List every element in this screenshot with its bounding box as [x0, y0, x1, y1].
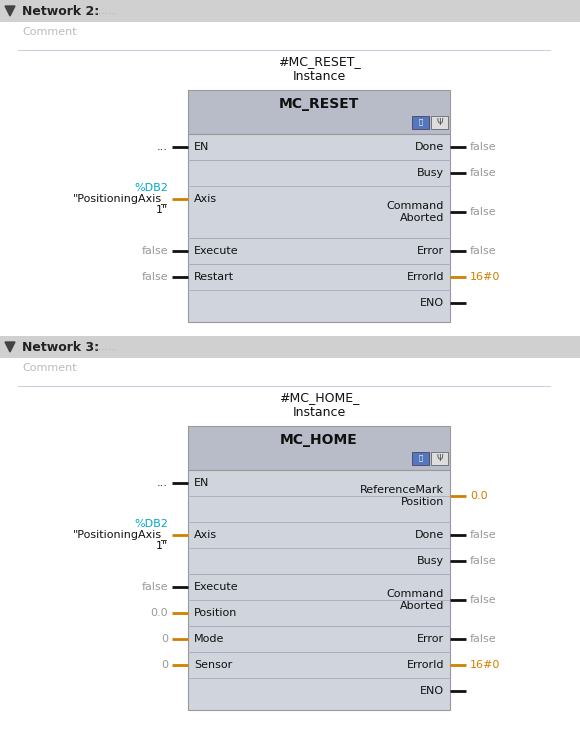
Text: Done: Done — [415, 142, 444, 152]
Text: Restart: Restart — [194, 272, 234, 282]
Text: false: false — [470, 246, 496, 256]
Text: false: false — [142, 272, 168, 282]
Text: ErrorId: ErrorId — [407, 272, 444, 282]
Text: Ψ: Ψ — [437, 453, 443, 462]
Text: #MC_RESET_: #MC_RESET_ — [278, 55, 360, 69]
Text: Network 3:: Network 3: — [22, 340, 99, 354]
Bar — [0, 22, 580, 52]
Bar — [0, 0, 580, 22]
Text: 0.0: 0.0 — [470, 491, 488, 501]
Text: Mode: Mode — [194, 634, 224, 644]
Text: false: false — [470, 168, 496, 178]
Text: Instance: Instance — [292, 70, 346, 82]
Bar — [412, 116, 429, 129]
Text: false: false — [470, 207, 496, 217]
Text: Comment: Comment — [22, 27, 77, 37]
Text: ......: ...... — [95, 342, 117, 352]
Text: Axis: Axis — [194, 194, 217, 204]
Bar — [0, 358, 580, 388]
Text: ENO: ENO — [420, 686, 444, 696]
Text: "PositioningAxis_: "PositioningAxis_ — [73, 530, 168, 541]
Text: Error: Error — [417, 246, 444, 256]
Polygon shape — [5, 6, 15, 16]
Text: MC_HOME: MC_HOME — [280, 433, 358, 447]
Text: MC_RESET: MC_RESET — [279, 97, 359, 111]
Text: Ψ: Ψ — [437, 117, 443, 126]
Bar — [412, 452, 429, 465]
Text: false: false — [470, 634, 496, 644]
Text: EN: EN — [194, 478, 209, 488]
Text: 0: 0 — [161, 660, 168, 670]
Text: Busy: Busy — [417, 168, 444, 178]
Bar — [188, 134, 450, 322]
Bar — [188, 470, 450, 710]
Text: EN: EN — [194, 142, 209, 152]
Bar — [431, 116, 448, 129]
Text: Comment: Comment — [22, 363, 77, 373]
Text: Execute: Execute — [194, 246, 238, 256]
Text: 16#0: 16#0 — [470, 272, 501, 282]
Text: Position: Position — [194, 608, 237, 618]
Text: Error: Error — [417, 634, 444, 644]
Text: Instance: Instance — [292, 405, 346, 418]
Bar — [188, 90, 450, 134]
Text: Command
Aborted: Command Aborted — [387, 201, 444, 223]
Text: %DB2: %DB2 — [134, 519, 168, 529]
Text: Axis: Axis — [194, 530, 217, 540]
Text: false: false — [142, 582, 168, 592]
Bar — [431, 452, 448, 465]
Text: Sensor: Sensor — [194, 660, 232, 670]
Text: Command
Aborted: Command Aborted — [387, 589, 444, 611]
Text: false: false — [142, 246, 168, 256]
Text: ...: ... — [157, 142, 168, 152]
Bar — [188, 426, 450, 470]
Text: ⚿: ⚿ — [419, 119, 423, 126]
Text: ErrorId: ErrorId — [407, 660, 444, 670]
Text: false: false — [470, 142, 496, 152]
Text: false: false — [470, 595, 496, 605]
Text: Execute: Execute — [194, 582, 238, 592]
Text: 0: 0 — [161, 634, 168, 644]
Text: ⚿: ⚿ — [419, 455, 423, 462]
Text: ......: ...... — [95, 6, 117, 16]
Text: 1": 1" — [156, 541, 168, 551]
Text: ...: ... — [157, 478, 168, 488]
Text: "PositioningAxis_: "PositioningAxis_ — [73, 194, 168, 204]
Text: false: false — [470, 530, 496, 540]
Text: %DB2: %DB2 — [134, 183, 168, 193]
Text: ReferenceMark
Position: ReferenceMark Position — [360, 485, 444, 507]
Text: 16#0: 16#0 — [470, 660, 501, 670]
Text: false: false — [470, 556, 496, 566]
Text: Network 2:: Network 2: — [22, 4, 99, 17]
Text: 0.0: 0.0 — [150, 608, 168, 618]
Text: Done: Done — [415, 530, 444, 540]
Text: #MC_HOME_: #MC_HOME_ — [279, 391, 359, 405]
Text: 1": 1" — [156, 205, 168, 215]
Bar — [0, 336, 580, 358]
Polygon shape — [5, 342, 15, 352]
Text: Busy: Busy — [417, 556, 444, 566]
Text: ENO: ENO — [420, 298, 444, 308]
